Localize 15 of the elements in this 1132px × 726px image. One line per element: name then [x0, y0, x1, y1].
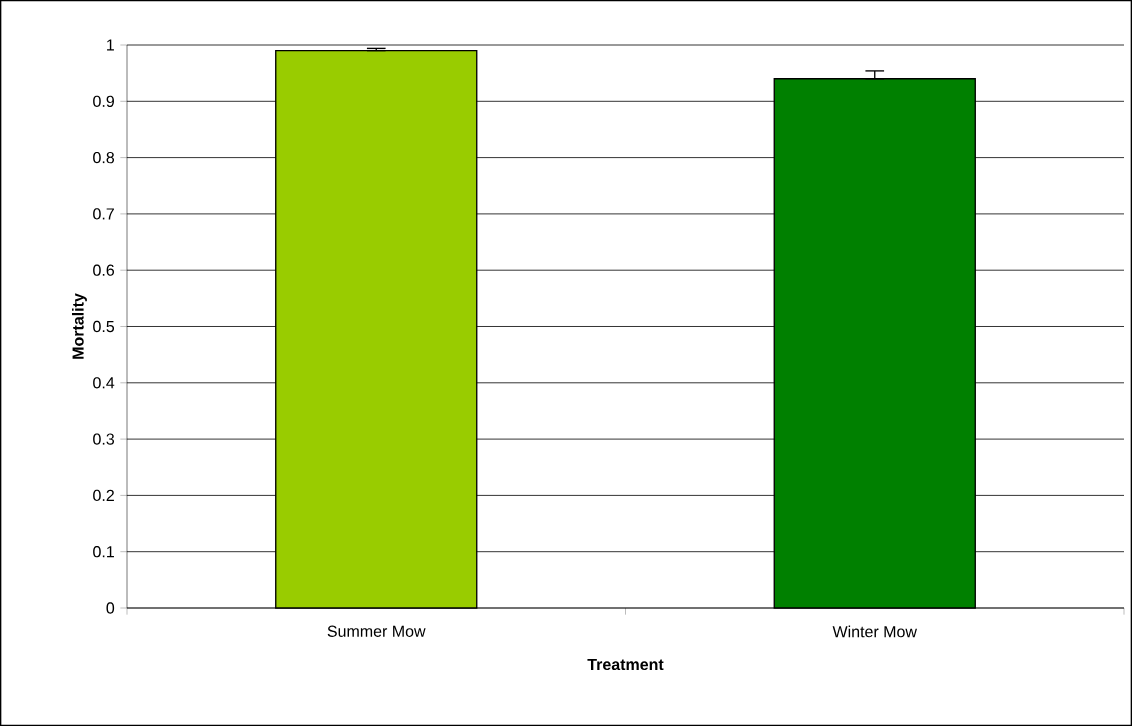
y-tick-label: 0.8 — [93, 151, 115, 164]
y-tick-label: 0.3 — [93, 433, 115, 445]
y-tick-label: 0.7 — [93, 208, 114, 220]
y-tick-label: 0.9 — [93, 95, 114, 107]
y-tick-label: 0.1 — [93, 546, 114, 558]
y-tick-label: 0 — [106, 602, 115, 614]
y-axis-title: Mortality — [71, 293, 87, 359]
x-tick-label: Winter Mow — [832, 625, 917, 638]
x-axis-title: Treatment — [587, 658, 664, 671]
y-tick-label: 1 — [107, 39, 114, 51]
y-tick-label: 0.4 — [93, 377, 115, 389]
y-tick-label: 0.5 — [93, 320, 115, 333]
y-tick-label: 0.6 — [93, 264, 115, 276]
x-tick-label: Summer Mow — [327, 625, 426, 637]
y-tick-label: 0.2 — [93, 489, 114, 502]
